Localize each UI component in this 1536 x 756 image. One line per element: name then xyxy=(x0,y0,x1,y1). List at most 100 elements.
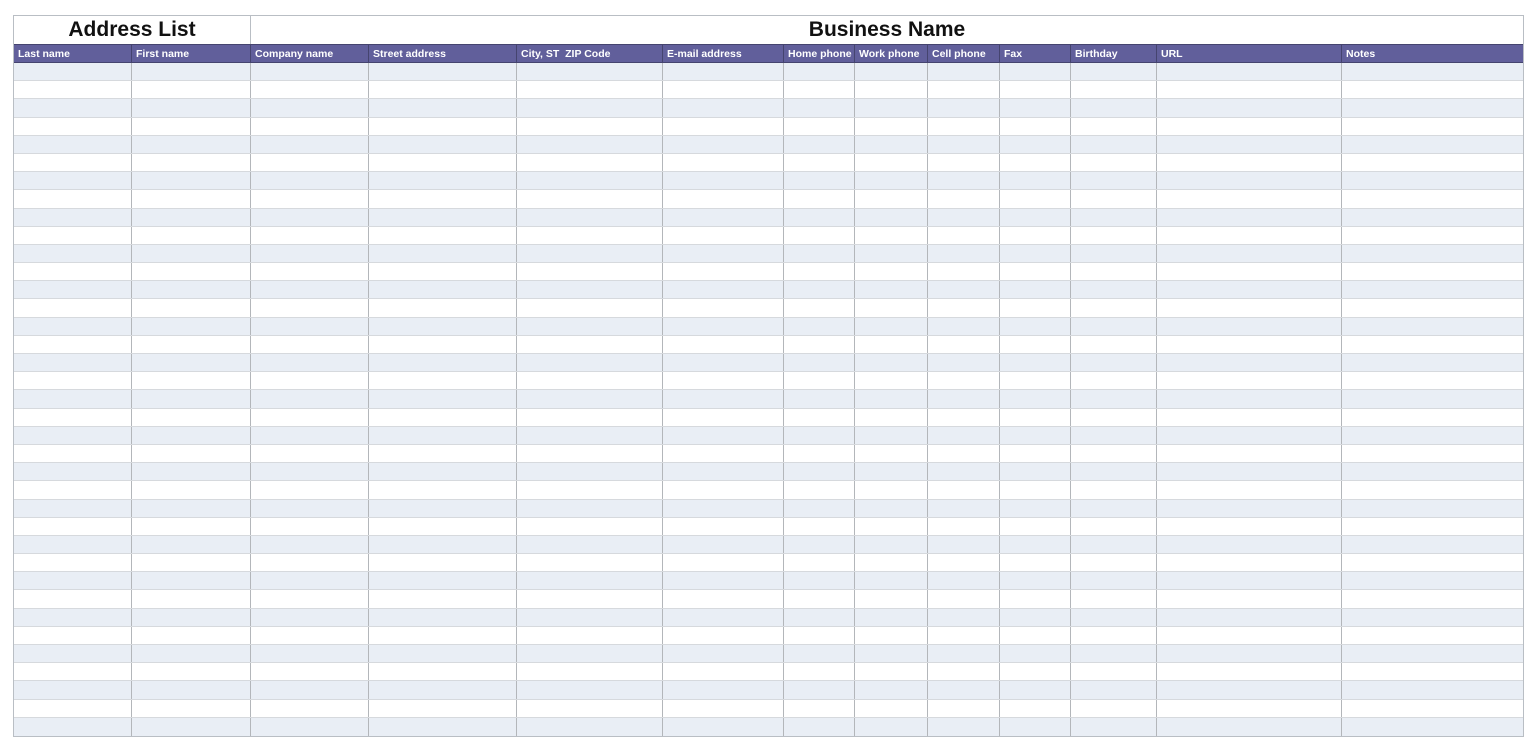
cell-birthday[interactable] xyxy=(1071,408,1157,426)
cell-last-name[interactable] xyxy=(14,190,132,208)
cell-notes[interactable] xyxy=(1342,299,1523,316)
cell-last-name[interactable] xyxy=(14,463,132,481)
cell-city-st-zip[interactable] xyxy=(517,172,663,190)
cell-city-st-zip[interactable] xyxy=(517,99,663,117)
cell-cell-phone[interactable] xyxy=(928,608,1000,626)
cell-company-name[interactable] xyxy=(251,463,369,481)
cell-cell-phone[interactable] xyxy=(928,153,1000,172)
cell-first-name[interactable] xyxy=(132,408,251,426)
cell-city-st-zip[interactable] xyxy=(517,390,663,408)
cell-company-name[interactable] xyxy=(251,681,369,699)
cell-notes[interactable] xyxy=(1342,463,1523,480)
cell-work-phone[interactable] xyxy=(855,372,928,390)
cell-company-name[interactable] xyxy=(251,63,369,81)
cell-first-name[interactable] xyxy=(132,426,251,444)
cell-url[interactable] xyxy=(1157,317,1342,335)
cell-work-phone[interactable] xyxy=(855,699,928,717)
cell-home-phone[interactable] xyxy=(784,372,855,390)
cell-work-phone[interactable] xyxy=(855,663,928,681)
cell-notes[interactable] xyxy=(1342,136,1523,153)
cell-url[interactable] xyxy=(1157,645,1342,663)
cell-notes[interactable] xyxy=(1342,99,1523,116)
cell-cell-phone[interactable] xyxy=(928,663,1000,681)
cell-home-phone[interactable] xyxy=(784,444,855,463)
cell-email-address[interactable] xyxy=(663,590,784,608)
cell-cell-phone[interactable] xyxy=(928,81,1000,99)
cell-notes[interactable] xyxy=(1342,645,1523,662)
cell-home-phone[interactable] xyxy=(784,190,855,208)
cell-email-address[interactable] xyxy=(663,444,784,463)
cell-url[interactable] xyxy=(1157,663,1342,681)
cell-url[interactable] xyxy=(1157,499,1342,517)
cell-birthday[interactable] xyxy=(1071,135,1157,153)
cell-fax[interactable] xyxy=(1000,208,1071,226)
cell-cell-phone[interactable] xyxy=(928,99,1000,117)
cell-first-name[interactable] xyxy=(132,190,251,208)
cell-email-address[interactable] xyxy=(663,463,784,481)
cell-first-name[interactable] xyxy=(132,63,251,81)
cell-cell-phone[interactable] xyxy=(928,645,1000,663)
cell-home-phone[interactable] xyxy=(784,263,855,281)
cell-first-name[interactable] xyxy=(132,226,251,244)
cell-first-name[interactable] xyxy=(132,81,251,99)
cell-cell-phone[interactable] xyxy=(928,299,1000,317)
cell-last-name[interactable] xyxy=(14,117,132,135)
column-header-company-name[interactable]: Company name xyxy=(251,45,369,62)
cell-fax[interactable] xyxy=(1000,681,1071,699)
column-header-street-address[interactable]: Street address xyxy=(369,45,517,62)
cell-birthday[interactable] xyxy=(1071,190,1157,208)
cell-home-phone[interactable] xyxy=(784,590,855,608)
cell-city-st-zip[interactable] xyxy=(517,354,663,372)
cell-work-phone[interactable] xyxy=(855,390,928,408)
cell-work-phone[interactable] xyxy=(855,335,928,353)
cell-work-phone[interactable] xyxy=(855,172,928,190)
cell-company-name[interactable] xyxy=(251,554,369,572)
cell-email-address[interactable] xyxy=(663,572,784,590)
cell-work-phone[interactable] xyxy=(855,135,928,153)
cell-url[interactable] xyxy=(1157,554,1342,572)
cell-email-address[interactable] xyxy=(663,354,784,372)
cell-home-phone[interactable] xyxy=(784,426,855,444)
cell-city-st-zip[interactable] xyxy=(517,717,663,736)
cell-first-name[interactable] xyxy=(132,390,251,408)
cell-city-st-zip[interactable] xyxy=(517,299,663,317)
cell-city-st-zip[interactable] xyxy=(517,281,663,299)
cell-fax[interactable] xyxy=(1000,663,1071,681)
cell-last-name[interactable] xyxy=(14,554,132,572)
cell-birthday[interactable] xyxy=(1071,663,1157,681)
cell-email-address[interactable] xyxy=(663,172,784,190)
cell-last-name[interactable] xyxy=(14,226,132,244)
cell-cell-phone[interactable] xyxy=(928,517,1000,535)
cell-home-phone[interactable] xyxy=(784,226,855,244)
cell-work-phone[interactable] xyxy=(855,590,928,608)
cell-notes[interactable] xyxy=(1342,700,1523,717)
cell-street-address[interactable] xyxy=(369,463,517,481)
cell-company-name[interactable] xyxy=(251,317,369,335)
cell-company-name[interactable] xyxy=(251,281,369,299)
cell-fax[interactable] xyxy=(1000,244,1071,263)
cell-birthday[interactable] xyxy=(1071,681,1157,699)
cell-work-phone[interactable] xyxy=(855,535,928,554)
cell-fax[interactable] xyxy=(1000,317,1071,335)
cell-birthday[interactable] xyxy=(1071,372,1157,390)
cell-city-st-zip[interactable] xyxy=(517,645,663,663)
cell-last-name[interactable] xyxy=(14,717,132,736)
cell-home-phone[interactable] xyxy=(784,408,855,426)
cell-email-address[interactable] xyxy=(663,681,784,699)
cell-last-name[interactable] xyxy=(14,481,132,499)
cell-email-address[interactable] xyxy=(663,226,784,244)
business-name-title-cell[interactable]: Business Name xyxy=(808,18,966,41)
cell-home-phone[interactable] xyxy=(784,517,855,535)
cell-last-name[interactable] xyxy=(14,172,132,190)
cell-first-name[interactable] xyxy=(132,717,251,736)
cell-first-name[interactable] xyxy=(132,481,251,499)
cell-email-address[interactable] xyxy=(663,645,784,663)
cell-street-address[interactable] xyxy=(369,153,517,172)
cell-fax[interactable] xyxy=(1000,463,1071,481)
cell-first-name[interactable] xyxy=(132,335,251,353)
cell-notes[interactable] xyxy=(1342,500,1523,517)
cell-first-name[interactable] xyxy=(132,153,251,172)
cell-birthday[interactable] xyxy=(1071,263,1157,281)
cell-work-phone[interactable] xyxy=(855,190,928,208)
cell-last-name[interactable] xyxy=(14,499,132,517)
